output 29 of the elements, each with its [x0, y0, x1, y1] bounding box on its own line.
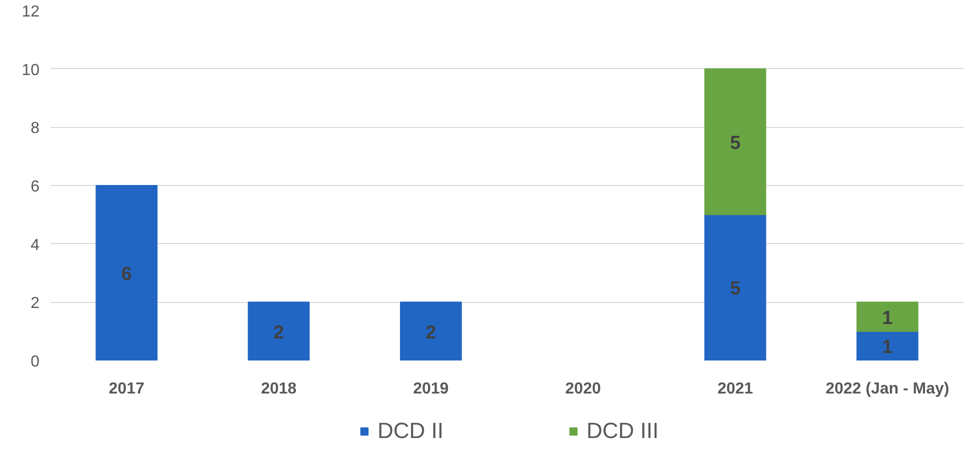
- data-label: 2: [426, 322, 436, 344]
- x-tick-label: 2020: [565, 380, 601, 398]
- y-tick-label: 6: [30, 178, 40, 196]
- x-tick-label: 2021: [717, 380, 754, 398]
- data-label: 1: [882, 336, 894, 358]
- bar: [856, 302, 918, 332]
- legend-label: DCD III: [586, 418, 659, 444]
- bar: [856, 330, 918, 360]
- y-tick-label: 10: [22, 62, 40, 79]
- y-tick-label: 0: [30, 354, 40, 370]
- x-tick-label: 2022 (Jan - May): [826, 380, 950, 398]
- data-label: 5: [730, 132, 741, 154]
- data-label: 2: [273, 322, 284, 344]
- bar: [96, 185, 158, 360]
- legend-label: DCD II: [377, 418, 444, 444]
- x-tick-label: 2017: [108, 380, 144, 398]
- y-tick-label: 12: [22, 4, 40, 20]
- x-tick-label: 2018: [260, 380, 297, 398]
- bar: [248, 302, 310, 360]
- y-tick-label: 2: [30, 295, 40, 312]
- data-label: 5: [730, 278, 741, 300]
- y-tick-label: 8: [30, 120, 40, 138]
- bar: [704, 68, 766, 216]
- data-label: 1: [882, 308, 894, 329]
- bar: [400, 302, 462, 360]
- bar: [704, 214, 766, 360]
- x-tick-label: 2019: [413, 380, 449, 398]
- data-label: 6: [121, 264, 132, 285]
- y-tick-label: 4: [30, 236, 40, 254]
